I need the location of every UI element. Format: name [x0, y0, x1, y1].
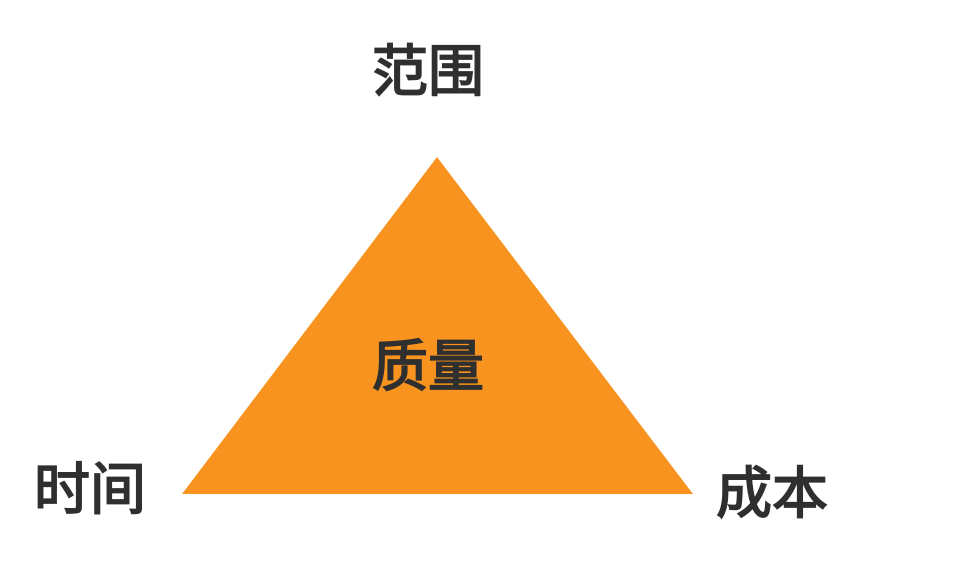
- scope-label: 范围: [372, 40, 484, 105]
- cost-label: 成本: [716, 462, 828, 527]
- quality-label: 质量: [372, 335, 484, 400]
- time-label: 时间: [34, 458, 146, 523]
- quality-triangle: [182, 157, 693, 494]
